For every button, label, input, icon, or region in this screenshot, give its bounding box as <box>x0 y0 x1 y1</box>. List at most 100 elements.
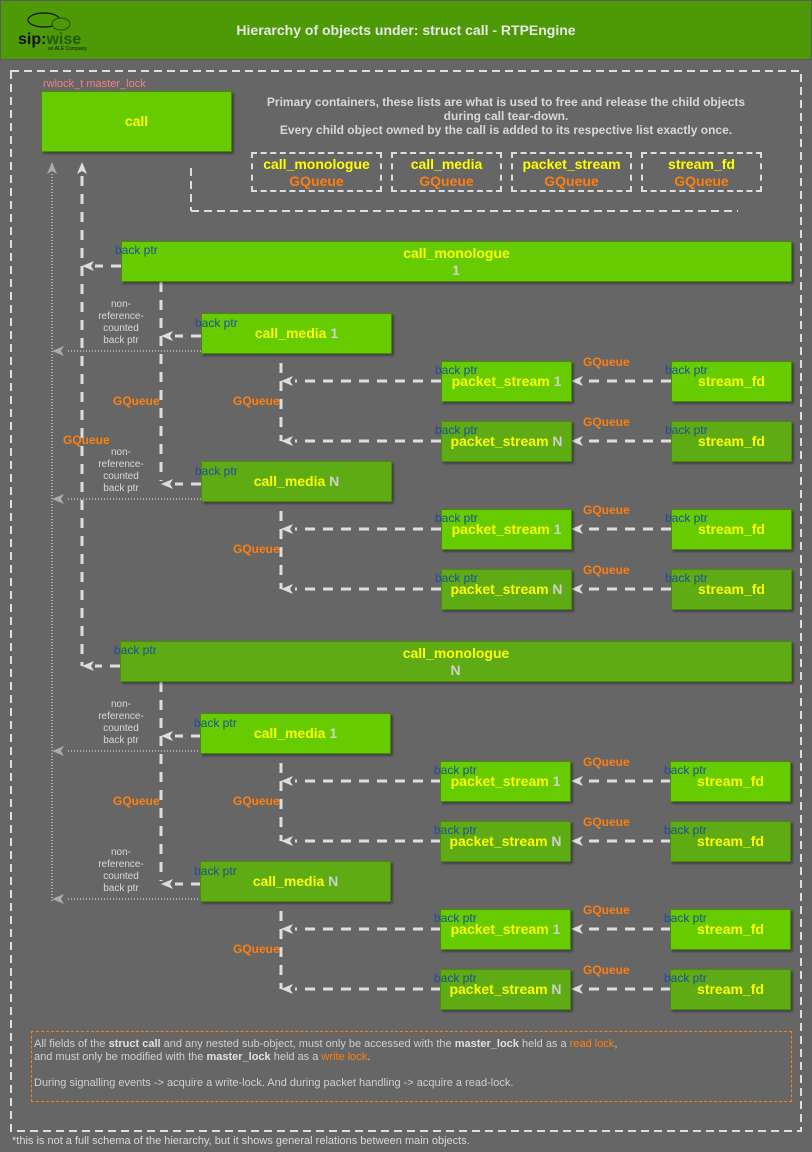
call-monologue-box-label: call_monologue <box>402 645 510 661</box>
note-line-2: and must only be modified with the maste… <box>34 1051 371 1063</box>
index-label: 1 <box>325 725 338 741</box>
back-ptr-label: back ptr <box>434 971 477 985</box>
back-ptr-label: back ptr <box>664 911 707 925</box>
container-stream-fd: stream_fd GQueue <box>641 152 762 192</box>
stream-fd-box: stream_fd <box>671 569 792 610</box>
back-ptr-label: back ptr <box>115 243 158 257</box>
packet-stream-box-label: packet_stream N <box>450 433 563 449</box>
back-ptr-label: back ptr <box>194 864 237 878</box>
primary-containers-text: Primary containers, these lists are what… <box>256 95 756 137</box>
nonref-line: reference- <box>98 459 144 470</box>
nonref-line: reference- <box>98 311 144 322</box>
fd-queue-label: GQueue <box>583 963 630 977</box>
index-label: 1 <box>548 773 561 789</box>
call-media-box-label: call_media 1 <box>253 725 338 741</box>
svg-text:sip:wise: sip:wise <box>18 31 81 48</box>
packet-stream-box-label: packet_stream 1 <box>451 521 562 537</box>
nonref-line: counted <box>103 723 139 734</box>
back-ptr-label: back ptr <box>664 823 707 837</box>
stream-fd-box: stream_fd <box>670 909 791 950</box>
back-ptr-label: back ptr <box>664 763 707 777</box>
stream-fd-box-label: stream_fd <box>698 433 765 449</box>
outer-frame <box>10 70 802 1132</box>
nonref-line: back ptr <box>103 883 139 894</box>
container-type: GQueue <box>544 173 599 189</box>
primary-text-line: during call tear-down. <box>443 109 569 123</box>
call-monologue-box: call_monologue <box>120 641 792 682</box>
call-media-box: call_media N <box>201 461 392 502</box>
container-type: GQueue <box>674 173 729 189</box>
call-label: call <box>124 113 149 129</box>
packet-stream-box-label: packet_stream N <box>449 833 562 849</box>
packet-stream-box: packet_stream 1 <box>440 909 571 950</box>
container-name: call_monologue <box>263 156 370 172</box>
packet-stream-box-label: packet_stream N <box>449 981 562 997</box>
arrow-left-icon <box>161 879 173 889</box>
nonref-line: non- <box>110 299 131 310</box>
nonref-line: non- <box>110 699 131 710</box>
container-name: packet_stream <box>522 156 621 172</box>
arrow-left-icon <box>161 331 173 341</box>
call-media-box-label: call_media 1 <box>254 325 339 341</box>
nonref-line: reference- <box>98 711 144 722</box>
call-media-box: call_media 1 <box>200 713 391 754</box>
arrow-left-icon <box>281 584 293 594</box>
primary-text-line: Every child object owned by the call is … <box>279 123 733 137</box>
arrow-left-icon <box>281 836 293 846</box>
fd-queue-label: GQueue <box>583 755 630 769</box>
back-ptr-label: back ptr <box>435 571 478 585</box>
index-label: 1 <box>548 921 561 937</box>
nonref-line: non- <box>110 447 131 458</box>
arrow-left-icon <box>571 776 583 786</box>
fd-queue-label: GQueue <box>583 503 630 517</box>
packet-stream-box: packet_stream N <box>440 821 571 862</box>
nonref-line: back ptr <box>103 335 139 346</box>
arrow-left-icon <box>52 494 64 504</box>
arrow-left-icon <box>52 746 64 756</box>
index-label: 1 <box>326 325 339 341</box>
call-media-box-label: call_media N <box>252 873 339 889</box>
arrow-left-icon <box>52 346 64 356</box>
stream-fd-box: stream_fd <box>671 361 792 402</box>
media-queue-label: GQueue <box>113 394 160 408</box>
stream-fd-box: stream_fd <box>670 821 791 862</box>
fd-queue-label: GQueue <box>583 415 630 429</box>
media-queue-label: GQueue <box>113 794 160 808</box>
non-reference-counted-label: non-reference-counted back ptr <box>81 299 161 347</box>
container-type: GQueue <box>289 173 344 189</box>
index-label: N <box>547 833 562 849</box>
svg-text:an ALE Company: an ALE Company <box>48 46 87 52</box>
arrow-left-icon <box>281 776 293 786</box>
fd-queue-label: GQueue <box>583 355 630 369</box>
non-reference-counted-label: non-reference-counted back ptr <box>81 699 161 747</box>
packet-stream-box: packet_stream 1 <box>440 761 571 802</box>
arrow-left-icon <box>82 661 94 671</box>
arrow-left-icon <box>571 436 583 446</box>
nonref-line: counted <box>103 471 139 482</box>
note-line-1: All fields of the struct call and any ne… <box>34 1038 618 1050</box>
call-media-box-label: call_media N <box>253 473 340 489</box>
arrow-left-icon <box>281 924 293 934</box>
arrow-left-icon <box>571 836 583 846</box>
index-label: N <box>547 981 562 997</box>
back-ptr-label: back ptr <box>194 716 237 730</box>
back-ptr-label: back ptr <box>434 823 477 837</box>
back-ptr-label: back ptr <box>665 571 708 585</box>
packet-stream-box: packet_stream 1 <box>441 361 572 402</box>
arrow-left-icon <box>281 524 293 534</box>
container-call-monologue: call_monologue GQueue <box>251 152 382 192</box>
call-monologue-box-label: call_monologue <box>403 245 510 261</box>
nonref-line: back ptr <box>103 483 139 494</box>
call-box: call <box>41 91 232 152</box>
arrow-left-icon <box>571 984 583 994</box>
index-label: N <box>325 473 340 489</box>
non-reference-counted-label: non-reference-counted back ptr <box>81 847 161 895</box>
container-call-media: call_media GQueue <box>391 152 502 192</box>
back-ptr-label: back ptr <box>664 971 707 985</box>
call-monologue-box: call_monologue <box>121 241 792 282</box>
locking-note: All fields of the struct call and any ne… <box>31 1031 792 1102</box>
nonref-line: reference- <box>98 859 144 870</box>
stream-fd-box-label: stream_fd <box>697 921 764 937</box>
footnote: *this is not a full schema of the hierar… <box>12 1135 470 1147</box>
